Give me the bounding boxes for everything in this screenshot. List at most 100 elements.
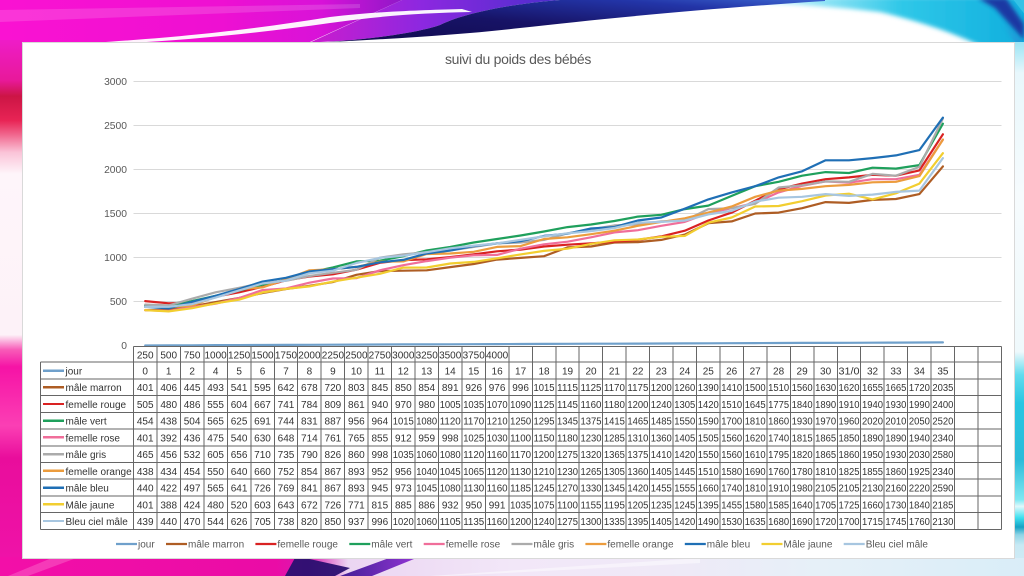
svg-text:891: 891 — [442, 383, 459, 394]
svg-text:1275: 1275 — [557, 517, 578, 528]
svg-text:1105: 1105 — [440, 517, 461, 528]
svg-text:1500: 1500 — [104, 209, 127, 220]
svg-text:841: 841 — [301, 484, 318, 495]
svg-text:femelle orange: femelle orange — [607, 540, 674, 551]
svg-text:2130: 2130 — [862, 484, 883, 495]
svg-text:1015: 1015 — [393, 417, 414, 428]
svg-text:1145: 1145 — [557, 400, 578, 411]
svg-text:1090: 1090 — [510, 400, 531, 411]
svg-text:959: 959 — [418, 433, 435, 444]
svg-text:1245: 1245 — [534, 484, 555, 495]
svg-text:726: 726 — [325, 500, 342, 511]
svg-text:1700: 1700 — [721, 417, 742, 428]
svg-text:2500: 2500 — [345, 350, 368, 361]
svg-text:10: 10 — [351, 367, 363, 378]
svg-text:540: 540 — [231, 433, 248, 444]
svg-text:1640: 1640 — [792, 500, 813, 511]
svg-text:2105: 2105 — [815, 484, 836, 495]
svg-text:1890: 1890 — [885, 433, 906, 444]
svg-text:454: 454 — [137, 417, 154, 428]
svg-text:1210: 1210 — [534, 467, 555, 478]
svg-text:femelle rose: femelle rose — [66, 433, 121, 444]
svg-text:541: 541 — [231, 383, 248, 394]
svg-text:1690: 1690 — [745, 467, 766, 478]
svg-text:1035: 1035 — [393, 450, 414, 461]
svg-text:2340: 2340 — [932, 433, 953, 444]
svg-text:771: 771 — [348, 500, 365, 511]
svg-text:1550: 1550 — [674, 417, 695, 428]
svg-text:0: 0 — [142, 367, 148, 378]
svg-text:956: 956 — [395, 467, 412, 478]
svg-text:445: 445 — [184, 383, 201, 394]
svg-text:19: 19 — [562, 367, 574, 378]
svg-text:388: 388 — [160, 500, 177, 511]
svg-text:1275: 1275 — [557, 450, 578, 461]
svg-text:1825: 1825 — [839, 467, 860, 478]
svg-text:1080: 1080 — [440, 484, 461, 495]
svg-text:18: 18 — [538, 367, 550, 378]
svg-text:9: 9 — [330, 367, 336, 378]
svg-text:603: 603 — [254, 500, 271, 511]
svg-text:998: 998 — [371, 450, 388, 461]
svg-text:Bleu ciel mâle: Bleu ciel mâle — [66, 517, 129, 528]
svg-text:1130: 1130 — [463, 484, 484, 495]
svg-text:1930: 1930 — [885, 450, 906, 461]
svg-text:1330: 1330 — [581, 484, 602, 495]
svg-text:1375: 1375 — [581, 417, 602, 428]
svg-text:1940: 1940 — [909, 433, 930, 444]
svg-text:1510: 1510 — [721, 400, 742, 411]
svg-text:1730: 1730 — [885, 500, 906, 511]
svg-text:1795: 1795 — [768, 450, 789, 461]
svg-text:626: 626 — [231, 517, 248, 528]
svg-text:1740: 1740 — [721, 484, 742, 495]
svg-text:1420: 1420 — [698, 400, 719, 411]
svg-text:475: 475 — [207, 433, 224, 444]
svg-text:28: 28 — [773, 367, 785, 378]
svg-text:956: 956 — [348, 417, 365, 428]
svg-text:2185: 2185 — [932, 500, 953, 511]
svg-text:855: 855 — [371, 433, 388, 444]
svg-text:1170: 1170 — [604, 383, 625, 394]
svg-text:1860: 1860 — [768, 417, 789, 428]
svg-text:1160: 1160 — [487, 450, 508, 461]
svg-text:470: 470 — [184, 517, 201, 528]
svg-text:2000: 2000 — [104, 165, 127, 176]
svg-text:996: 996 — [512, 383, 529, 394]
svg-text:1000: 1000 — [104, 253, 127, 264]
svg-text:1620: 1620 — [839, 383, 860, 394]
svg-text:1100: 1100 — [557, 500, 578, 511]
svg-text:1890: 1890 — [862, 433, 883, 444]
svg-text:480: 480 — [207, 500, 224, 511]
svg-text:1120: 1120 — [487, 467, 508, 478]
svg-text:565: 565 — [207, 417, 224, 428]
svg-text:3750: 3750 — [463, 350, 486, 361]
svg-text:752: 752 — [278, 467, 295, 478]
svg-text:1645: 1645 — [745, 400, 766, 411]
svg-text:1720: 1720 — [815, 517, 836, 528]
svg-text:21: 21 — [609, 367, 621, 378]
svg-text:1725: 1725 — [839, 500, 860, 511]
svg-text:640: 640 — [231, 467, 248, 478]
svg-text:952: 952 — [371, 467, 388, 478]
svg-text:1840: 1840 — [909, 500, 930, 511]
svg-text:565: 565 — [207, 484, 224, 495]
svg-text:6: 6 — [260, 367, 266, 378]
svg-text:2020: 2020 — [862, 417, 883, 428]
svg-text:867: 867 — [325, 484, 342, 495]
svg-text:mâle vert: mâle vert — [66, 417, 107, 428]
svg-text:1780: 1780 — [792, 467, 813, 478]
svg-text:392: 392 — [160, 433, 177, 444]
svg-text:970: 970 — [395, 400, 412, 411]
svg-text:1865: 1865 — [815, 450, 836, 461]
svg-text:1360: 1360 — [627, 467, 648, 478]
svg-text:854: 854 — [418, 383, 435, 394]
svg-text:1250: 1250 — [510, 417, 531, 428]
svg-text:1120: 1120 — [463, 450, 484, 461]
svg-text:1335: 1335 — [604, 517, 625, 528]
svg-text:648: 648 — [278, 433, 295, 444]
svg-text:998: 998 — [442, 433, 459, 444]
svg-text:815: 815 — [371, 500, 388, 511]
svg-text:1970: 1970 — [815, 417, 836, 428]
svg-text:401: 401 — [137, 433, 154, 444]
svg-text:401: 401 — [137, 383, 154, 394]
